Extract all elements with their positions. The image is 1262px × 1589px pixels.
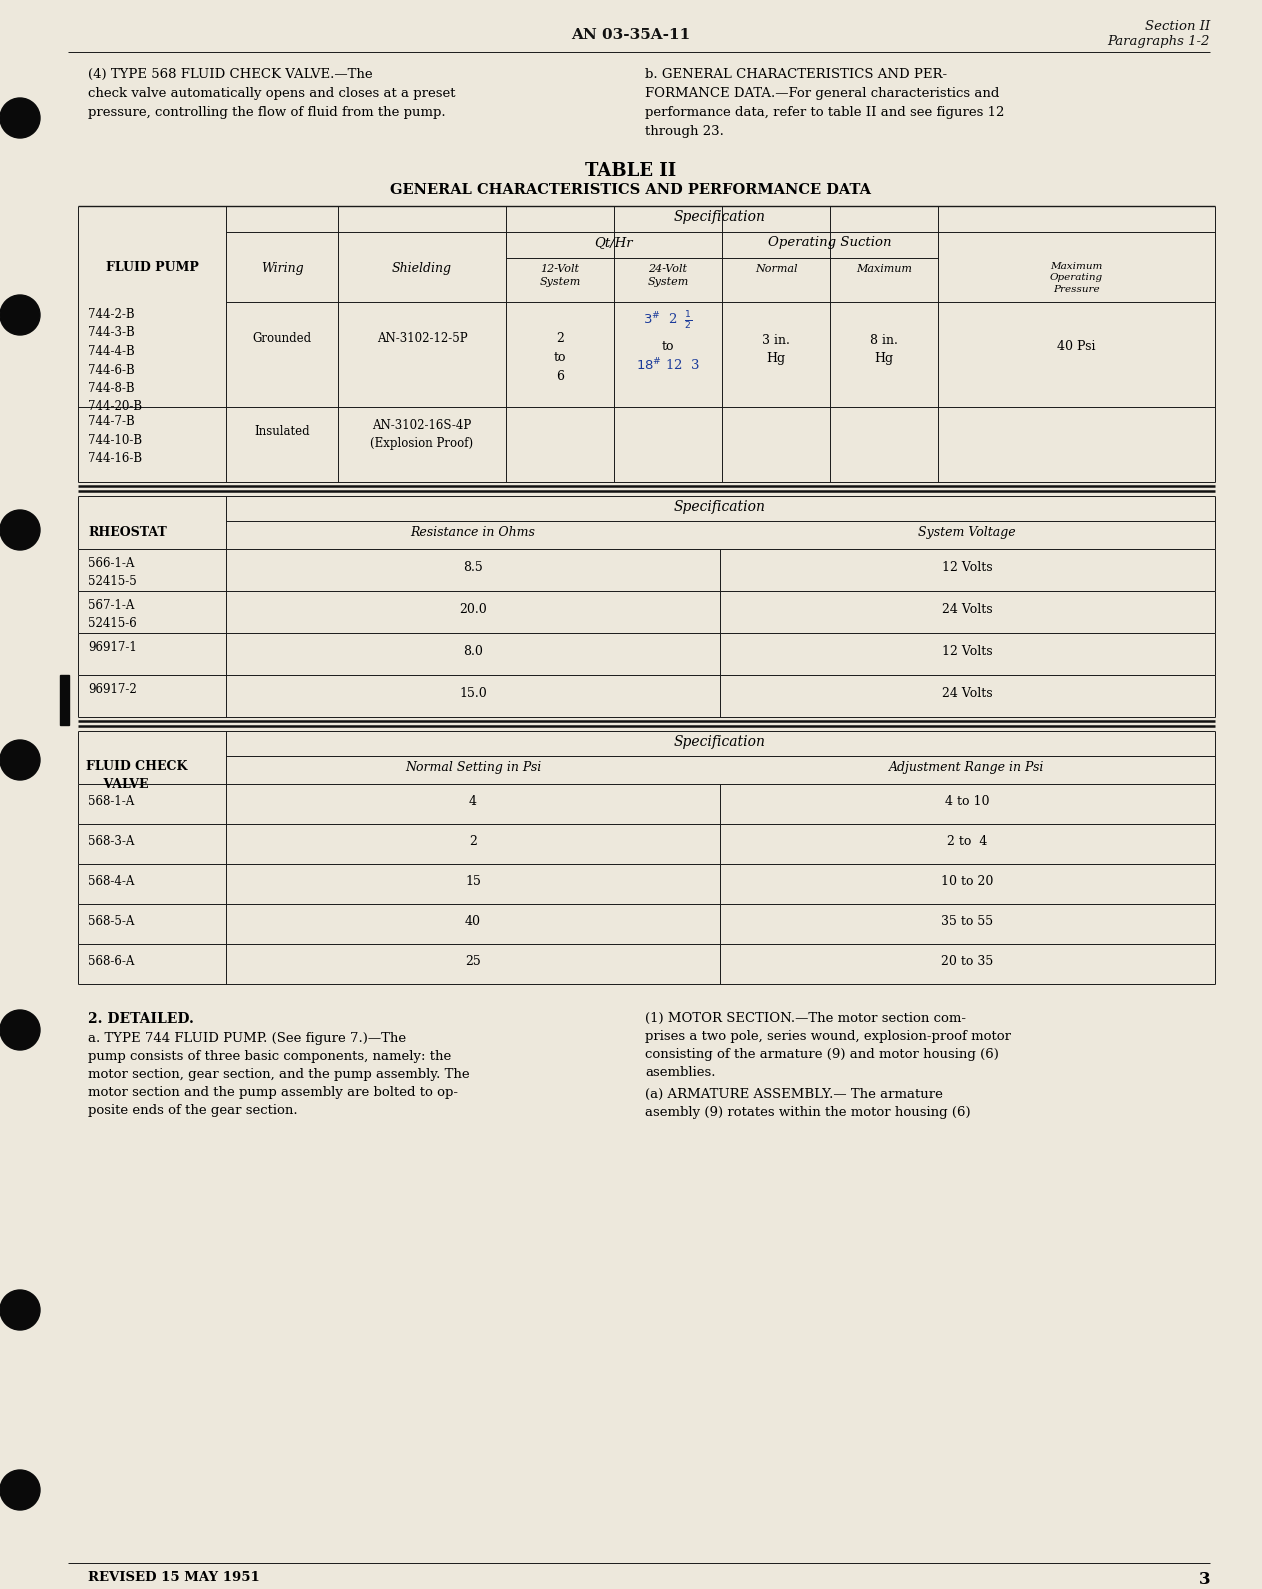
Text: Maximum
Operating
Pressure: Maximum Operating Pressure	[1050, 262, 1103, 294]
Text: 8 in.
Hg: 8 in. Hg	[870, 334, 899, 365]
Text: 96917-1: 96917-1	[88, 640, 136, 655]
Text: 20 to 35: 20 to 35	[941, 955, 993, 968]
Text: Shielding: Shielding	[392, 262, 452, 275]
Text: 8.5: 8.5	[463, 561, 483, 574]
Text: posite ends of the gear section.: posite ends of the gear section.	[88, 1104, 298, 1117]
Text: 567-1-A
52415-6: 567-1-A 52415-6	[88, 599, 136, 629]
Text: 40 Psi: 40 Psi	[1056, 340, 1095, 353]
Text: Normal Setting in Psi: Normal Setting in Psi	[405, 761, 541, 774]
Text: 3 in.
Hg: 3 in. Hg	[762, 334, 790, 365]
Text: 25: 25	[466, 955, 481, 968]
Circle shape	[0, 1470, 40, 1510]
Text: 3: 3	[1199, 1572, 1210, 1587]
Text: 12-Volt
System: 12-Volt System	[539, 264, 581, 288]
Text: (4) TYPE 568 FLUID CHECK VALVE.—The: (4) TYPE 568 FLUID CHECK VALVE.—The	[88, 68, 372, 81]
Text: asemblies.: asemblies.	[645, 1066, 716, 1079]
Circle shape	[0, 740, 40, 780]
Text: 2: 2	[469, 834, 477, 849]
Text: Adjustment Range in Psi: Adjustment Range in Psi	[890, 761, 1045, 774]
Text: Grounded: Grounded	[252, 332, 312, 345]
Text: Section II: Section II	[1145, 21, 1210, 33]
Text: FLUID CHECK
    VALVE: FLUID CHECK VALVE	[86, 760, 187, 791]
Text: 568-4-A: 568-4-A	[88, 876, 134, 888]
Text: pump consists of three basic components, namely: the: pump consists of three basic components,…	[88, 1050, 452, 1063]
Text: Specification: Specification	[674, 210, 766, 224]
Text: asembly (9) rotates within the motor housing (6): asembly (9) rotates within the motor hou…	[645, 1106, 970, 1119]
Circle shape	[0, 296, 40, 335]
Text: 15: 15	[466, 876, 481, 888]
Text: FLUID PUMP: FLUID PUMP	[106, 261, 198, 273]
Text: performance data, refer to table II and see figures 12: performance data, refer to table II and …	[645, 106, 1005, 119]
Text: through 23.: through 23.	[645, 126, 724, 138]
Text: 35 to 55: 35 to 55	[941, 915, 993, 928]
Text: (a) ARMATURE ASSEMBLY.— The armature: (a) ARMATURE ASSEMBLY.— The armature	[645, 1088, 943, 1101]
Text: 40: 40	[464, 915, 481, 928]
Text: 4 to 10: 4 to 10	[945, 794, 989, 807]
Text: Specification: Specification	[674, 736, 766, 748]
Text: RHEOSTAT: RHEOSTAT	[88, 526, 167, 539]
Text: motor section, gear section, and the pump assembly. The: motor section, gear section, and the pum…	[88, 1068, 469, 1081]
Text: 15.0: 15.0	[459, 686, 487, 701]
Text: Paragraphs 1-2: Paragraphs 1-2	[1108, 35, 1210, 48]
Text: to: to	[661, 340, 674, 353]
Text: TABLE II: TABLE II	[586, 162, 676, 180]
Text: Wiring: Wiring	[261, 262, 303, 275]
Text: 744-2-B
744-3-B
744-4-B
744-6-B
744-8-B
744-20-B: 744-2-B 744-3-B 744-4-B 744-6-B 744-8-B …	[88, 308, 143, 413]
Text: a. TYPE 744 FLUID PUMP. (See figure 7.)—The: a. TYPE 744 FLUID PUMP. (See figure 7.)—…	[88, 1031, 406, 1046]
Circle shape	[0, 1011, 40, 1050]
Text: 12 Volts: 12 Volts	[941, 645, 992, 658]
Text: 2. DETAILED.: 2. DETAILED.	[88, 1012, 194, 1026]
Text: 568-1-A: 568-1-A	[88, 794, 134, 807]
Text: pressure, controlling the flow of fluid from the pump.: pressure, controlling the flow of fluid …	[88, 106, 445, 119]
Text: FORMANCE DATA.—For general characteristics and: FORMANCE DATA.—For general characteristi…	[645, 87, 1000, 100]
Text: $18^{\#}$ 12  3: $18^{\#}$ 12 3	[636, 358, 700, 373]
Text: 96917-2: 96917-2	[88, 683, 136, 696]
Text: 744-7-B
744-10-B
744-16-B: 744-7-B 744-10-B 744-16-B	[88, 415, 143, 466]
Text: motor section and the pump assembly are bolted to op-: motor section and the pump assembly are …	[88, 1085, 458, 1100]
Text: $3^{\#}$  2  $\frac{1}{2}$: $3^{\#}$ 2 $\frac{1}{2}$	[644, 310, 693, 332]
Text: 24-Volt
System: 24-Volt System	[647, 264, 689, 288]
Text: 568-5-A: 568-5-A	[88, 915, 134, 928]
Text: b. GENERAL CHARACTERISTICS AND PER-: b. GENERAL CHARACTERISTICS AND PER-	[645, 68, 946, 81]
Text: 2
to
6: 2 to 6	[554, 332, 567, 383]
Text: 10 to 20: 10 to 20	[940, 876, 993, 888]
Circle shape	[0, 510, 40, 550]
Text: Resistance in Ohms: Resistance in Ohms	[410, 526, 535, 539]
Text: 2 to  4: 2 to 4	[946, 834, 987, 849]
Circle shape	[0, 99, 40, 138]
Text: Operating Suction: Operating Suction	[769, 237, 892, 249]
Text: 12 Volts: 12 Volts	[941, 561, 992, 574]
Text: prises a two pole, series wound, explosion-proof motor: prises a two pole, series wound, explosi…	[645, 1030, 1011, 1042]
Text: 8.0: 8.0	[463, 645, 483, 658]
Text: AN 03-35A-11: AN 03-35A-11	[572, 29, 690, 41]
Text: 566-1-A
52415-5: 566-1-A 52415-5	[88, 558, 136, 588]
Text: consisting of the armature (9) and motor housing (6): consisting of the armature (9) and motor…	[645, 1049, 1000, 1061]
Circle shape	[0, 1290, 40, 1330]
Text: 4: 4	[469, 794, 477, 807]
Text: Maximum: Maximum	[856, 264, 912, 273]
Text: (1) MOTOR SECTION.—The motor section com-: (1) MOTOR SECTION.—The motor section com…	[645, 1012, 965, 1025]
Text: REVISED 15 MAY 1951: REVISED 15 MAY 1951	[88, 1572, 260, 1584]
Text: System Voltage: System Voltage	[919, 526, 1016, 539]
Text: GENERAL CHARACTERISTICS AND PERFORMANCE DATA: GENERAL CHARACTERISTICS AND PERFORMANCE …	[390, 183, 872, 197]
Text: 20.0: 20.0	[459, 602, 487, 617]
Text: 24 Volts: 24 Volts	[941, 602, 992, 617]
Text: 568-3-A: 568-3-A	[88, 834, 134, 849]
Bar	[61, 675, 69, 725]
Text: AN-3102-12-5P: AN-3102-12-5P	[376, 332, 467, 345]
Text: Insulated: Insulated	[254, 424, 309, 439]
Text: 24 Volts: 24 Volts	[941, 686, 992, 701]
Text: AN-3102-16S-4P
(Explosion Proof): AN-3102-16S-4P (Explosion Proof)	[371, 419, 473, 450]
Text: 568-6-A: 568-6-A	[88, 955, 134, 968]
Text: Normal: Normal	[755, 264, 798, 273]
Text: check valve automatically opens and closes at a preset: check valve automatically opens and clos…	[88, 87, 456, 100]
Text: Qt/Hr: Qt/Hr	[594, 237, 634, 249]
Text: Specification: Specification	[674, 501, 766, 513]
